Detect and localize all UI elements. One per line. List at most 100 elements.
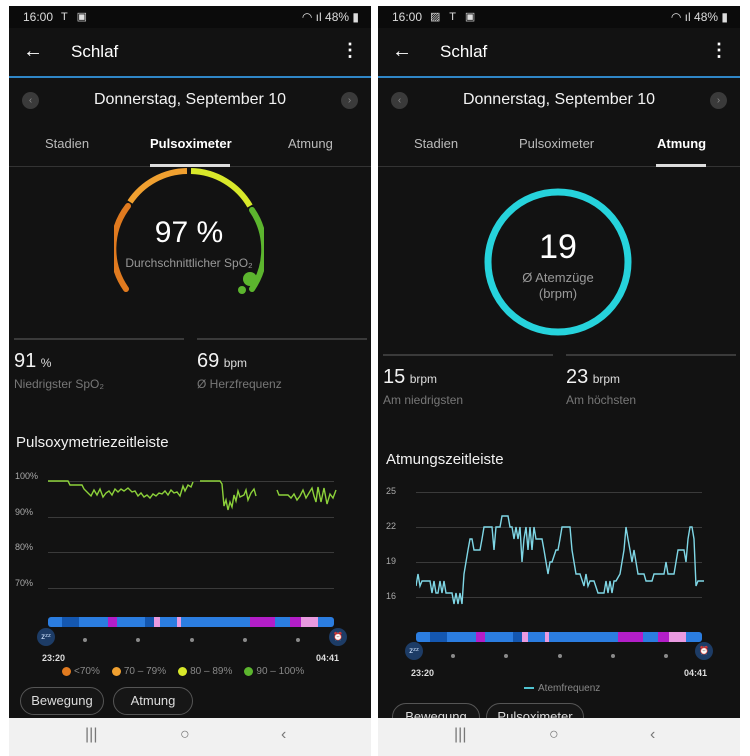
back-arrow-icon[interactable]: ← xyxy=(23,40,43,62)
breathing-timeline-chart: 25 22 19 16 xyxy=(378,484,740,624)
sleep-stage-bar xyxy=(416,632,702,642)
sleep-stage-bar xyxy=(48,617,334,627)
home-button[interactable]: ○ xyxy=(549,726,559,743)
alarm-clock-icon: ⏰ xyxy=(329,628,347,646)
tab-stadien[interactable]: Stadien xyxy=(45,136,90,151)
next-day-button[interactable]: › xyxy=(341,92,358,109)
home-button[interactable]: ○ xyxy=(180,726,190,743)
chip-bewegung[interactable]: Bewegung xyxy=(20,687,104,715)
time-tick xyxy=(611,654,615,658)
time-tick xyxy=(83,638,87,642)
next-day-button[interactable]: › xyxy=(710,92,727,109)
legend-dot-icon xyxy=(178,667,188,676)
average-breaths-label: Ø Atemzüge xyxy=(522,270,594,285)
time-tick xyxy=(451,654,455,658)
tab-atmung[interactable]: Atmung xyxy=(288,136,333,151)
page-title: Schlaf xyxy=(440,42,488,61)
y-axis-label: 25 xyxy=(386,486,397,496)
tab-stadien[interactable]: Stadien xyxy=(414,136,459,151)
notification-icons: ▨ T ▣ xyxy=(430,11,479,23)
app-bar: ← Schlaf ⋮ xyxy=(378,28,740,78)
spo2-timeline-chart: 100% 90% 80% 70% xyxy=(9,466,371,626)
previous-day-button[interactable]: ‹ xyxy=(22,92,39,109)
time-tick xyxy=(296,638,300,642)
time-tick xyxy=(243,638,247,642)
battery-percent: 48% xyxy=(325,10,350,24)
grid-line xyxy=(416,597,702,598)
phone-screen-atmung: 16:00 ▨ T ▣ ◠ ıl 48% ▮ ← Schlaf ⋮ ‹ Donn… xyxy=(378,6,740,756)
page-title: Schlaf xyxy=(71,42,119,61)
legend-label: <70% xyxy=(74,666,100,677)
average-breaths-value: 19 xyxy=(539,228,577,266)
y-axis-label: 80% xyxy=(15,542,34,552)
stat-highest-breathing: 23 brpm Am höchsten xyxy=(566,354,736,407)
grid-line xyxy=(48,481,334,482)
average-spo2-label: Durchschnittlicher SpO₂ xyxy=(125,256,253,270)
y-axis-label: 19 xyxy=(386,556,397,566)
stat-unit: bpm xyxy=(223,356,248,370)
legend-item: <70% xyxy=(62,666,100,677)
date-navigator: ‹ Donnerstag, September 10 › xyxy=(378,78,740,122)
recent-apps-button[interactable]: ||| xyxy=(85,726,98,743)
tab-bar: Stadien Pulsoximeter Atmung xyxy=(9,122,371,167)
more-options-icon[interactable]: ⋮ xyxy=(710,40,728,60)
y-axis-label: 90% xyxy=(15,507,34,517)
stat-lowest-breathing: 15 brpm Am niedrigsten xyxy=(383,354,553,407)
recent-apps-button[interactable]: ||| xyxy=(454,726,467,743)
system-nav-bar: ||| ○ ‹ xyxy=(9,718,371,756)
stat-value: 91 xyxy=(14,350,37,372)
legend-label: 70 – 79% xyxy=(123,666,167,677)
spo2-legend: <70% 70 – 79% 80 – 89% 90 – 100% xyxy=(62,666,304,677)
date-label: Donnerstag, September 10 xyxy=(462,91,656,108)
alarm-clock-icon: ⏰ xyxy=(695,642,713,660)
stat-label: Am höchsten xyxy=(566,393,637,407)
tab-atmung[interactable]: Atmung xyxy=(657,136,707,151)
stat-value: 15 xyxy=(383,366,406,388)
breathing-ring xyxy=(484,188,632,336)
status-time: 16:00 xyxy=(392,10,423,24)
legend-label: Atemfrequenz xyxy=(538,683,601,694)
sleep-start-icon: zᶻᶻ xyxy=(37,628,55,646)
more-options-icon[interactable]: ⋮ xyxy=(341,40,359,60)
back-arrow-icon[interactable]: ← xyxy=(392,40,412,62)
legend-label: 90 – 100% xyxy=(256,666,305,677)
time-tick xyxy=(190,638,194,642)
grid-line xyxy=(416,492,702,493)
previous-day-button[interactable]: ‹ xyxy=(391,92,408,109)
tab-pulsoximeter[interactable]: Pulsoximeter xyxy=(519,136,595,151)
grid-line xyxy=(48,517,334,518)
stat-unit: brpm xyxy=(592,372,621,386)
stat-unit: % xyxy=(40,356,52,370)
legend-label: 80 – 89% xyxy=(190,666,233,677)
system-back-button[interactable]: ‹ xyxy=(650,726,656,743)
wifi-signal-icon: ◠ ıl xyxy=(670,10,695,24)
average-breaths-unit: (brpm) xyxy=(538,286,578,301)
grid-line xyxy=(48,588,334,589)
end-time: 04:41 xyxy=(316,653,340,663)
system-back-button[interactable]: ‹ xyxy=(281,726,287,743)
tab-pulsoximeter[interactable]: Pulsoximeter xyxy=(150,136,232,151)
status-bar: 16:00 T ▣ ◠ ıl 48% ▮ xyxy=(9,6,371,28)
time-tick xyxy=(664,654,668,658)
grid-line xyxy=(48,552,334,553)
stat-value: 69 xyxy=(197,350,220,372)
time-tick xyxy=(136,638,140,642)
stat-label: Ø Herzfrequenz xyxy=(197,377,282,391)
sleep-start-icon: zᶻᶻ xyxy=(405,642,423,660)
spo2-line xyxy=(48,480,337,511)
date-label: Donnerstag, September 10 xyxy=(93,91,287,108)
y-axis-label: 70% xyxy=(15,578,34,588)
legend-dot-icon xyxy=(62,667,71,676)
start-time: 23:20 xyxy=(411,668,435,678)
average-spo2-value: 97 % xyxy=(154,216,224,249)
battery-percent: 48% xyxy=(694,10,719,24)
legend-item: 80 – 89% xyxy=(178,666,232,677)
end-time: 04:41 xyxy=(684,668,708,678)
wifi-signal-icon: ◠ ıl xyxy=(301,10,326,24)
start-time: 23:20 xyxy=(42,653,66,663)
notification-icons: T ▣ xyxy=(61,11,90,23)
breathing-line xyxy=(416,515,704,605)
grid-line xyxy=(416,562,702,563)
chip-atmung[interactable]: Atmung xyxy=(113,687,193,715)
active-tab-indicator xyxy=(656,164,706,167)
